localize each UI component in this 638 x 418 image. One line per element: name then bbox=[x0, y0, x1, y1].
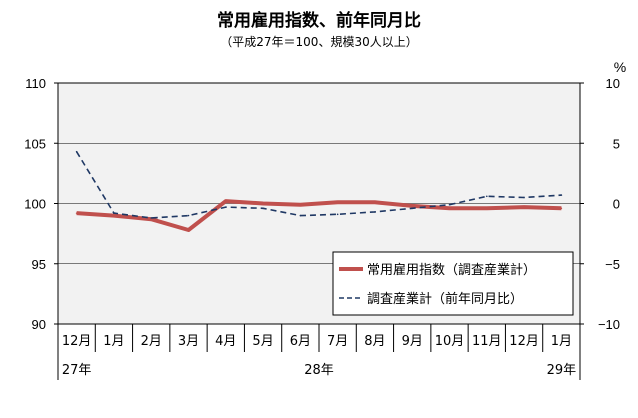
x-tick-label: 8月 bbox=[364, 334, 385, 349]
left-tick-label: 105 bbox=[24, 136, 46, 151]
chart-subtitle: （平成27年＝100、規模30人以上） bbox=[220, 34, 417, 49]
data-point-series-0 bbox=[411, 205, 414, 207]
right-axis-ticks: −10 −5 0 5 10 bbox=[580, 76, 620, 332]
legend-box bbox=[332, 251, 574, 316]
left-tick-label: 100 bbox=[24, 197, 46, 212]
x-axis: 12月 1月 2月 3月 4月 5月 6月 7月 8月 9月 10月 11月 12月 1月 27年 28年 29… bbox=[57, 324, 581, 380]
x-tick-label: 1月 bbox=[551, 334, 572, 349]
x-tick-label: 12月 bbox=[62, 334, 92, 349]
x-tick-label: 7月 bbox=[327, 334, 348, 349]
x-tick-label: 12月 bbox=[509, 334, 539, 349]
right-tick-label: −10 bbox=[598, 317, 620, 332]
data-point-series-0 bbox=[187, 229, 190, 231]
x-tick-label: 6月 bbox=[290, 334, 311, 349]
legend: 常用雇用指数（調査産業計） 調査産業計（前年同月比） bbox=[332, 251, 574, 316]
data-point-series-0 bbox=[374, 201, 376, 204]
x-tick-label: 3月 bbox=[178, 334, 199, 349]
data-point-series-0 bbox=[299, 203, 302, 206]
data-point-series-0 bbox=[75, 212, 78, 214]
x-tick-label: 11月 bbox=[472, 334, 502, 349]
data-point-series-0 bbox=[485, 207, 488, 210]
left-tick-label: 95 bbox=[32, 257, 46, 272]
left-tick-label: 90 bbox=[32, 317, 46, 332]
legend-label-series-0: 常用雇用指数（調査産業計） bbox=[367, 262, 536, 278]
data-point-series-1 bbox=[113, 212, 115, 214]
x-year-label: 28年 bbox=[304, 363, 334, 378]
data-point-series-1 bbox=[448, 203, 451, 206]
right-tick-label: 5 bbox=[613, 136, 620, 151]
legend-label-series-1: 調査産業計（前年同月比） bbox=[367, 291, 523, 307]
data-point-series-1 bbox=[523, 196, 525, 199]
x-tick-label: 9月 bbox=[402, 334, 423, 349]
data-point-series-1 bbox=[374, 211, 376, 213]
data-point-series-1 bbox=[336, 213, 339, 216]
series-line-0 bbox=[76, 199, 562, 232]
data-point-series-0 bbox=[448, 207, 451, 210]
x-year-label: 29年 bbox=[547, 363, 577, 378]
data-point-series-0 bbox=[560, 207, 563, 210]
data-point-series-1 bbox=[560, 194, 563, 196]
data-point-series-1 bbox=[75, 150, 78, 153]
series-line-1 bbox=[75, 151, 562, 219]
x-tick-label: 10月 bbox=[435, 334, 465, 349]
data-point-series-0 bbox=[113, 214, 115, 217]
data-point-series-0 bbox=[523, 206, 525, 208]
chart-title: 常用雇用指数、前年同月比 bbox=[217, 10, 421, 31]
x-tick-label: 1月 bbox=[103, 334, 124, 349]
x-tick-label: 2月 bbox=[141, 334, 162, 349]
x-tick-label: 5月 bbox=[252, 334, 273, 349]
data-point-series-1 bbox=[299, 214, 302, 217]
data-point-series-1 bbox=[411, 207, 414, 210]
data-point-series-1 bbox=[224, 206, 227, 208]
data-point-series-0 bbox=[150, 218, 153, 220]
x-tick-label: 4月 bbox=[215, 334, 236, 349]
left-axis-ticks: 90 95 100 105 110 bbox=[24, 76, 58, 332]
right-tick-label: 0 bbox=[613, 197, 620, 212]
data-point-series-1 bbox=[262, 207, 264, 210]
right-axis-unit: % bbox=[614, 59, 626, 75]
data-point-series-0 bbox=[336, 201, 339, 204]
data-point-series-0 bbox=[262, 202, 264, 205]
x-year-label: 27年 bbox=[62, 363, 92, 378]
right-tick-label: 10 bbox=[606, 76, 620, 91]
data-point-series-1 bbox=[187, 214, 190, 217]
data-point-series-1 bbox=[485, 195, 488, 198]
data-point-series-1 bbox=[150, 217, 153, 219]
series-layer bbox=[75, 150, 563, 232]
right-tick-label: −5 bbox=[605, 257, 620, 272]
left-tick-label: 110 bbox=[25, 76, 46, 91]
data-point-series-0 bbox=[224, 200, 227, 202]
